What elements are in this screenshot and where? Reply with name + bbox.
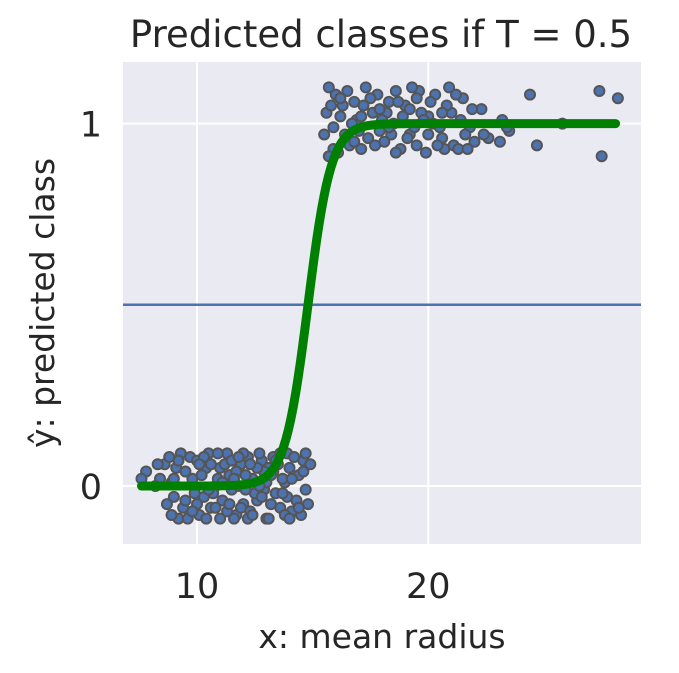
data-point-class-1 (443, 81, 456, 94)
y-tick-label: 0 (80, 468, 102, 508)
data-point-class-1 (419, 146, 432, 159)
data-point-class-1 (355, 110, 368, 123)
data-point-class-0 (223, 498, 236, 511)
data-point-class-1 (364, 92, 377, 105)
data-point-class-0 (211, 447, 224, 460)
data-point-class-0 (244, 458, 257, 471)
data-point-class-0 (276, 487, 289, 500)
data-point-class-1 (424, 95, 437, 108)
data-point-class-1 (341, 84, 354, 97)
data-point-class-0 (186, 505, 199, 518)
data-point-class-0 (204, 458, 217, 471)
data-point-class-1 (389, 146, 402, 159)
data-point-class-0 (299, 483, 312, 496)
data-point-class-1 (611, 92, 624, 105)
data-point-class-1 (318, 128, 331, 141)
data-point-class-0 (285, 472, 298, 485)
data-point-class-0 (253, 447, 266, 460)
data-point-class-0 (151, 458, 164, 471)
logistic-curve-line (137, 119, 621, 491)
data-point-class-1 (359, 81, 372, 94)
data-point-class-0 (195, 469, 208, 482)
data-point-class-1 (373, 103, 386, 116)
data-point-class-1 (431, 139, 444, 152)
data-point-class-0 (209, 501, 222, 514)
chart-title: Predicted classes if T = 0.5 (130, 13, 632, 56)
data-point-class-0 (255, 490, 268, 503)
data-point-class-0 (299, 447, 312, 460)
data-point-class-0 (232, 451, 245, 464)
data-point-class-1 (334, 92, 347, 105)
data-point-class-1 (348, 135, 361, 148)
data-point-class-1 (493, 135, 506, 148)
data-point-class-1 (389, 84, 402, 97)
data-point-class-0 (292, 501, 305, 514)
y-tick-label: 1 (80, 106, 102, 146)
data-point-class-1 (459, 128, 472, 141)
y-tick-labels: 01 (80, 106, 102, 508)
x-tick-labels: 10 20 (175, 567, 451, 607)
data-point-class-1 (450, 88, 462, 101)
data-point-class-1 (410, 139, 423, 152)
data-point-class-0 (234, 501, 247, 514)
logistic-curve (137, 119, 621, 491)
data-point-class-1 (410, 92, 423, 105)
data-point-class-0 (265, 498, 277, 511)
y-axis-label: ŷ: predicted class (23, 158, 62, 448)
data-points (135, 81, 624, 525)
data-point-class-0 (179, 494, 192, 507)
data-point-class-1 (524, 88, 536, 101)
x-axis-label: x: mean radius (258, 617, 505, 656)
data-point-class-1 (530, 139, 543, 152)
x-tick-label: 10 (175, 567, 220, 607)
data-point-class-1 (466, 103, 479, 116)
data-point-class-0 (246, 509, 259, 522)
data-point-class-1 (401, 132, 414, 145)
x-tick-label: 20 (406, 567, 451, 607)
data-point-class-1 (325, 99, 338, 112)
data-point-class-0 (214, 512, 227, 525)
data-point-class-1 (322, 81, 335, 94)
data-point-class-0 (167, 490, 180, 503)
data-point-class-0 (283, 461, 296, 474)
data-point-class-0 (172, 454, 185, 467)
data-point-class-0 (304, 458, 317, 471)
data-point-class-0 (228, 512, 240, 525)
data-point-class-1 (595, 150, 608, 163)
data-point-class-1 (477, 128, 490, 141)
data-point-class-1 (327, 121, 340, 134)
data-point-class-1 (593, 84, 606, 97)
data-point-class-1 (355, 142, 368, 155)
data-point-class-1 (369, 139, 382, 152)
data-point-class-1 (468, 135, 481, 148)
data-point-class-1 (334, 110, 347, 123)
data-point-class-1 (422, 128, 435, 141)
data-point-class-1 (436, 106, 449, 119)
data-point-class-1 (392, 95, 405, 108)
data-point-class-1 (403, 103, 416, 116)
data-point-class-0 (193, 458, 206, 471)
data-point-class-1 (357, 99, 370, 112)
data-point-class-0 (262, 512, 275, 525)
data-point-class-0 (283, 512, 296, 525)
data-point-class-1 (406, 81, 419, 94)
data-point-class-1 (362, 132, 375, 145)
data-point-class-0 (160, 498, 173, 511)
data-point-class-0 (288, 451, 301, 464)
data-point-class-1 (461, 142, 474, 155)
data-point-class-0 (297, 465, 310, 478)
data-point-class-0 (200, 512, 213, 525)
data-point-class-0 (165, 509, 178, 522)
